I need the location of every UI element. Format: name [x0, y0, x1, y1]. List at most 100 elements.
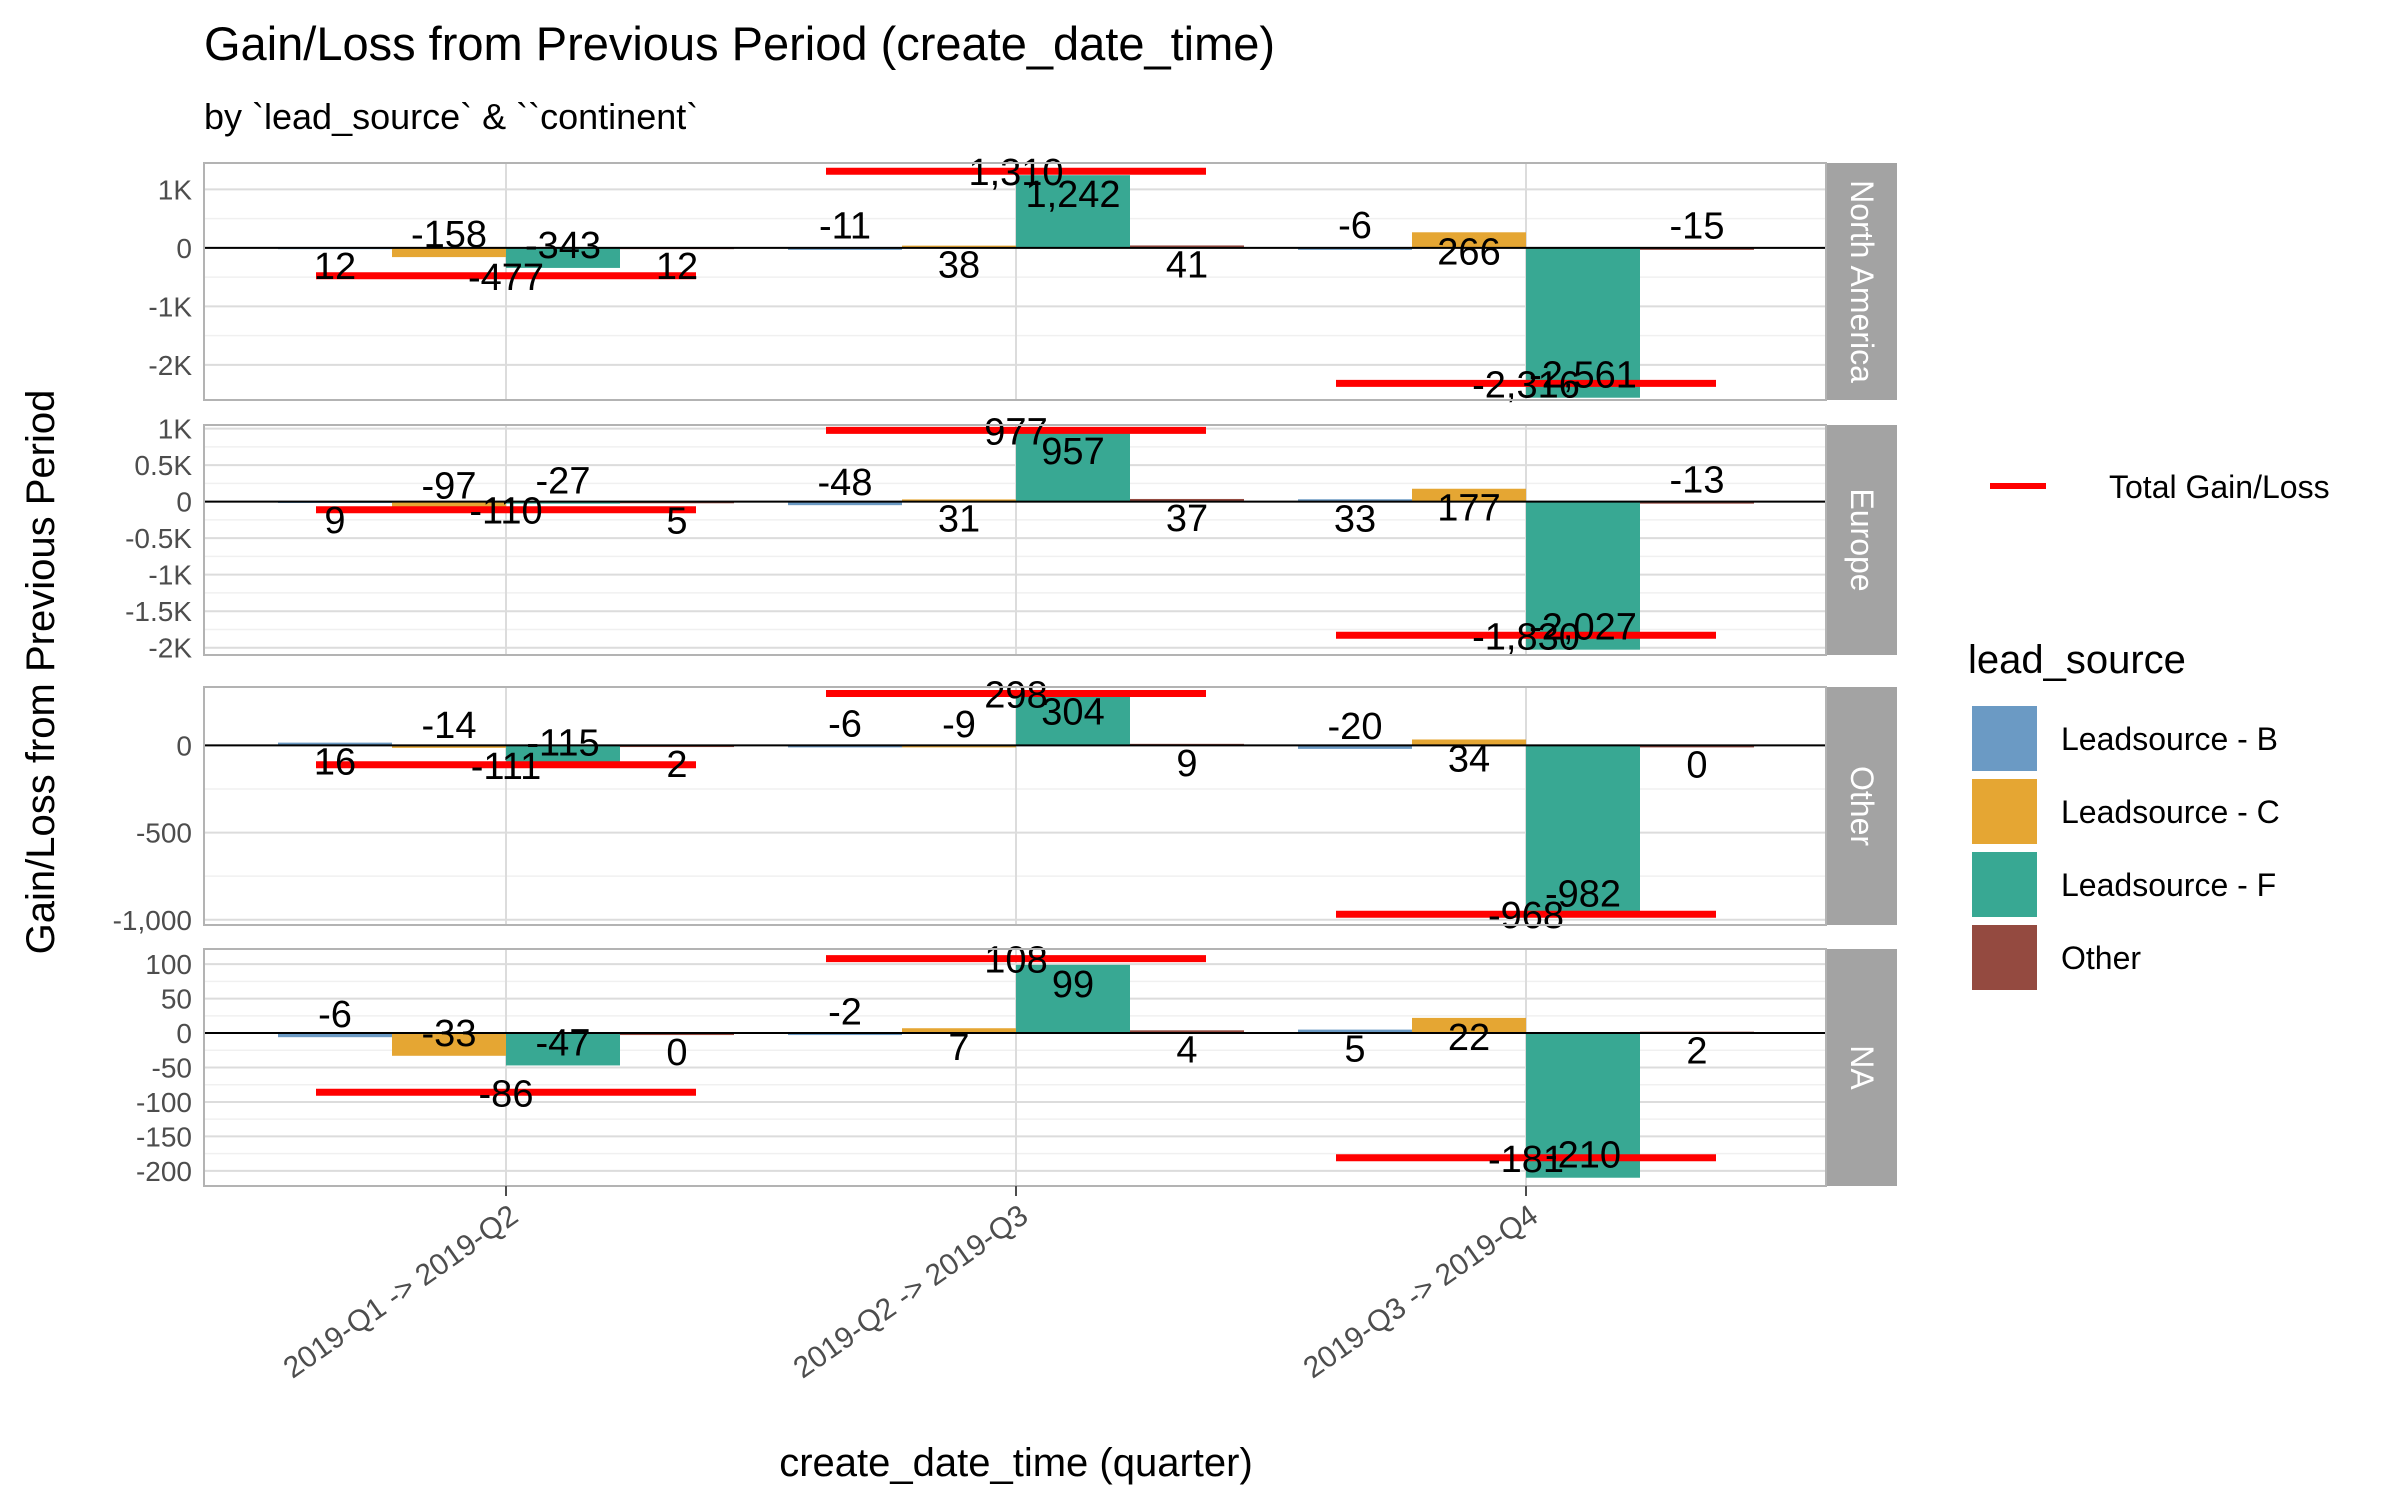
bar-value-label: -33: [422, 1013, 477, 1055]
bar-other-north-america-2: [1130, 245, 1244, 248]
bar-leadsource-c-na-3: [1412, 1017, 1526, 1034]
legend-fill-title: lead_source: [1968, 638, 2186, 682]
bar-value-label: -15: [1670, 206, 1725, 248]
bar-leadsource-f-north-america-3: [1526, 247, 1640, 398]
total-label: 298: [984, 674, 1047, 716]
bar-value-label: -2: [828, 991, 862, 1033]
bar-leadsource-b-other-3: [1298, 745, 1412, 749]
bar-value-label: 5: [1344, 1029, 1365, 1071]
x-tick-label: 2019-Q2 -> 2019-Q3: [788, 1199, 1034, 1385]
bar-leadsource-c-europe-2: [902, 499, 1016, 502]
bar-leadsource-f-na-3: [1526, 1033, 1640, 1178]
y-tick-label: -500: [136, 818, 192, 849]
bar-value-label: 33: [1334, 498, 1376, 540]
bar-value-label: 22: [1448, 1017, 1490, 1059]
y-tick-label: -50: [152, 1053, 192, 1084]
y-tick-label: -1K: [148, 560, 192, 591]
bar-value-label: 5: [666, 500, 687, 542]
bar-value-label: 9: [324, 500, 345, 542]
bar-value-label: 2: [1686, 1031, 1707, 1073]
total-label: -111: [471, 746, 541, 788]
bar-value-label: 34: [1448, 738, 1490, 780]
y-tick-label: -2K: [148, 350, 192, 381]
total-label: -477: [468, 257, 544, 299]
y-tick-label: 0.5K: [134, 450, 192, 481]
bar-leadsource-f-na-2: [1016, 964, 1130, 1034]
legend-label-leadsource-f: Leadsource - F: [2061, 867, 2276, 903]
bar-leadsource-c-north-america-3: [1412, 232, 1526, 248]
bar-value-label: 0: [1686, 744, 1707, 786]
y-tick-label: 0: [176, 233, 192, 264]
y-tick-label: 100: [145, 949, 192, 980]
legend-key-other: [1972, 925, 2037, 990]
bar-leadsource-b-other-1: [278, 742, 392, 746]
bar-other-na-2: [1130, 1030, 1244, 1034]
bar-other-europe-2: [1130, 498, 1244, 502]
bar-value-label: -27: [536, 461, 591, 503]
y-tick-label: -1K: [148, 291, 192, 322]
bar-value-label: 2: [666, 744, 687, 786]
bar-leadsource-f-other-1: [506, 745, 620, 766]
bar-value-label: -9: [942, 704, 976, 746]
bar-value-label: -115: [526, 722, 599, 764]
legend-label-leadsource-c: Leadsource - C: [2061, 794, 2280, 830]
y-tick-label: -200: [136, 1156, 192, 1187]
bar-value-label: -14: [422, 705, 477, 747]
bar-leadsource-f-other-3: [1526, 745, 1640, 917]
total-label: 108: [984, 940, 1047, 982]
bar-value-label: 957: [1041, 431, 1104, 473]
legend-key-leadsource-f: [1972, 852, 2037, 917]
y-tick-label: -0.5K: [125, 523, 192, 554]
bar-leadsource-f-other-2: [1016, 692, 1130, 746]
bar-value-label: 99: [1052, 964, 1094, 1006]
facet-strip: [1827, 687, 1897, 925]
legend-key-leadsource-c: [1972, 779, 2037, 844]
total-label: -1,830: [1472, 616, 1580, 658]
bar-leadsource-c-other-1: [392, 745, 506, 748]
legend-total-label: Total Gain/Loss: [2109, 469, 2330, 505]
bar-leadsource-b-na-1: [278, 1033, 392, 1038]
y-tick-label: 1K: [158, 414, 193, 445]
bar-leadsource-f-europe-3: [1526, 501, 1640, 650]
bar-value-label: 41: [1166, 244, 1208, 286]
bar-leadsource-b-europe-3: [1298, 499, 1412, 502]
chart-subtitle: by `lead_source` & ``continent`: [204, 96, 698, 137]
panel-border: [203, 424, 1827, 656]
bar-leadsource-f-north-america-1: [506, 247, 620, 268]
total-label: 1,310: [968, 152, 1063, 194]
legend: Total Gain/Loss lead_source Leadsource -…: [1968, 469, 2330, 990]
chart-title: Gain/Loss from Previous Period (create_d…: [204, 17, 1275, 70]
y-tick-label: -1.5K: [125, 596, 192, 627]
bar-value-label: -13: [1670, 460, 1725, 502]
bar-value-label: 304: [1041, 691, 1104, 733]
panel-europe: 1K 0.5K 0 -0.5K -1K -1.5K -2K -110 977 -1,830 9 -48…: [125, 411, 1897, 664]
facet-label-na: NA: [1844, 1045, 1880, 1090]
bar-leadsource-c-na-2: [902, 1028, 1016, 1034]
y-tick-label: 0: [176, 730, 192, 761]
total-label: -968: [1488, 895, 1564, 937]
bar-leadsource-f-north-america-2: [1016, 175, 1130, 248]
bar-value-label: 31: [938, 498, 980, 540]
bar-value-label: 9: [1176, 743, 1197, 785]
panel-border: [203, 162, 1827, 401]
bar-leadsource-b-europe-2: [788, 501, 902, 506]
bar-value-label: -6: [318, 994, 352, 1036]
bar-value-label: 38: [938, 245, 980, 287]
bar-leadsource-c-europe-3: [1412, 488, 1526, 502]
y-tick-label: 0: [176, 1018, 192, 1049]
bar-leadsource-f-europe-2: [1016, 431, 1130, 502]
facet-label-north-america: North America: [1844, 180, 1880, 383]
bar-value-label: -6: [1338, 205, 1372, 247]
bar-leadsource-c-other-3: [1412, 739, 1526, 746]
bar-value-label: -97: [422, 466, 477, 508]
bar-value-label: -6: [828, 703, 862, 745]
facet-strip: [1827, 425, 1897, 655]
bar-value-label: -158: [411, 214, 487, 256]
y-axis-title: Gain/Loss from Previous Period: [19, 390, 63, 955]
bar-value-label: 0: [666, 1032, 687, 1074]
bar-value-label: 7: [948, 1027, 969, 1069]
facet-label-other: Other: [1844, 766, 1880, 846]
bar-value-label: -20: [1328, 706, 1383, 748]
